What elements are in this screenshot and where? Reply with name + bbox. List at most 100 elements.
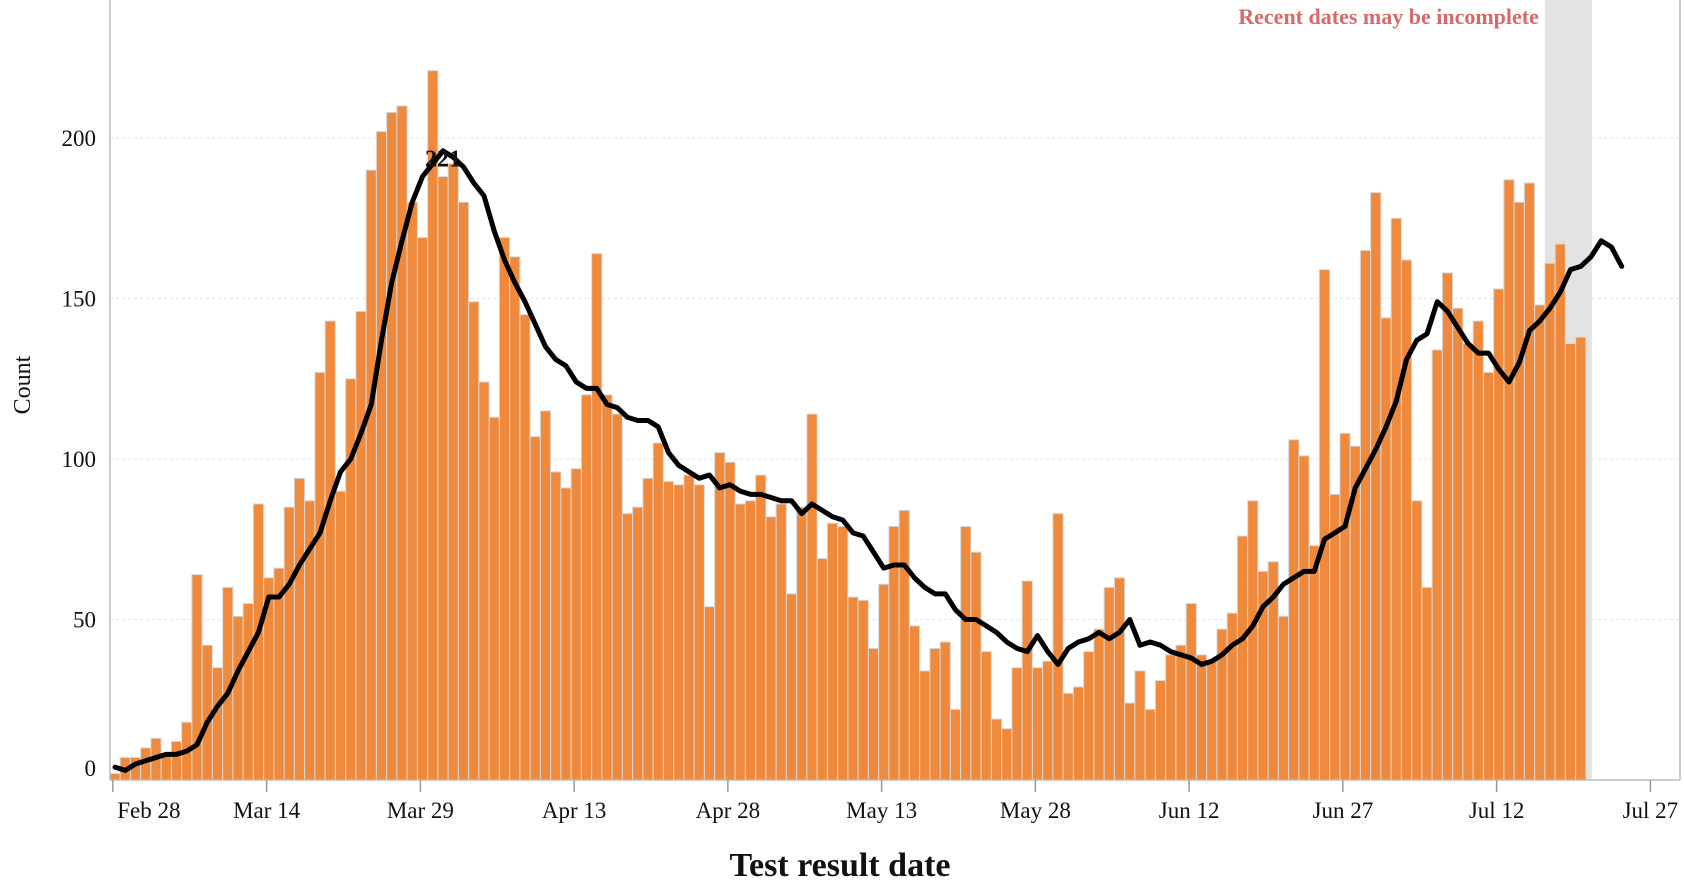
x-tick-label-10: Jul 27 (1623, 798, 1679, 823)
bar-30 (416, 237, 429, 781)
bar-18 (293, 477, 306, 781)
x-tick-label-4: Apr 28 (696, 798, 761, 823)
bar-78 (908, 625, 921, 781)
bar-21 (324, 320, 336, 781)
x-tick-label-2: Mar 29 (387, 798, 454, 823)
bar-38 (498, 237, 511, 781)
y-tick-label-200: 200 (62, 126, 97, 151)
bar-66 (785, 593, 798, 781)
bar-136 (1503, 179, 1515, 781)
x-tick-label-6: May 28 (1000, 798, 1071, 823)
bar-55 (673, 484, 685, 781)
bar-123 (1370, 192, 1382, 781)
bar-27 (386, 111, 398, 781)
bar-56 (683, 474, 695, 781)
bar-65 (775, 503, 787, 781)
bar-0 (109, 773, 121, 781)
bar-41 (529, 436, 541, 781)
bar-107 (1206, 660, 1218, 781)
y-tick-label-0: 0 (85, 756, 97, 781)
bar-48 (601, 394, 613, 781)
bar-29 (406, 201, 418, 781)
bar-5 (160, 753, 172, 781)
bar-22 (334, 490, 347, 781)
bar-72 (847, 596, 859, 781)
bar-10 (211, 667, 224, 781)
bar-140 (1544, 262, 1556, 781)
bar-54 (662, 480, 675, 781)
bar-28 (396, 105, 408, 781)
bar-50 (621, 513, 634, 781)
bar-117 (1308, 545, 1320, 781)
x-tick-label-8: Jun 27 (1313, 798, 1374, 823)
bar-77 (898, 509, 910, 781)
y-tick-label-100: 100 (62, 447, 97, 472)
bar-34 (457, 201, 470, 781)
bar-32 (437, 176, 449, 781)
bar-133 (1472, 320, 1484, 781)
bar-58 (703, 606, 716, 781)
bar-105 (1185, 602, 1197, 781)
bar-118 (1318, 269, 1331, 781)
y-tick-labels: 0 50 100 150 200 (62, 126, 97, 781)
bar-127 (1411, 500, 1423, 781)
bar-26 (375, 131, 388, 781)
bar-51 (632, 506, 644, 781)
bar-91 (1042, 660, 1054, 781)
bar-70 (826, 522, 839, 781)
bar-142 (1564, 342, 1577, 781)
bar-89 (1021, 580, 1033, 781)
bar-67 (796, 506, 808, 781)
x-axis-title: Test result date (730, 847, 951, 884)
bar-57 (693, 484, 705, 781)
bar-12 (232, 615, 244, 781)
bar-73 (857, 599, 869, 781)
x-tick-label-7: Jun 12 (1159, 798, 1220, 823)
bar-98 (1113, 577, 1126, 781)
bar-64 (765, 516, 777, 781)
bar-130 (1441, 272, 1454, 781)
bar-62 (744, 500, 757, 781)
bar-99 (1124, 702, 1136, 781)
y-axis-title: Count (10, 355, 36, 414)
bar-23 (345, 378, 357, 781)
bar-120 (1339, 432, 1351, 781)
bar-137 (1513, 201, 1525, 781)
bar-44 (560, 487, 572, 781)
bar-110 (1236, 535, 1249, 781)
bar-24 (355, 310, 367, 781)
bar-97 (1103, 586, 1115, 781)
bar-60 (724, 461, 736, 781)
bar-139 (1534, 304, 1546, 781)
bar-59 (714, 452, 726, 781)
bar-129 (1431, 349, 1443, 781)
bar-122 (1359, 249, 1372, 781)
axes (109, 0, 1681, 781)
bar-53 (652, 442, 664, 781)
x-tick-label-0: Feb 28 (117, 798, 180, 823)
y-tick-label-50: 50 (73, 608, 96, 633)
bar-74 (867, 647, 880, 781)
bar-93 (1062, 692, 1074, 781)
x-tick-label-5: May 13 (846, 798, 917, 823)
bar-131 (1452, 307, 1464, 781)
bar-16 (273, 567, 285, 781)
bar-39 (509, 256, 521, 781)
bar-114 (1277, 615, 1290, 781)
bar-109 (1226, 612, 1238, 781)
bar-103 (1165, 654, 1177, 781)
peak-annotation: 221 (425, 147, 461, 173)
bar-94 (1072, 686, 1085, 781)
bar-20 (314, 371, 326, 781)
x-tick-label-9: Jul 12 (1469, 798, 1525, 823)
bar-81 (939, 641, 951, 781)
x-tick-labels: Feb 28 Mar 14 Mar 29 Apr 13 Apr 28 May 13 May … (112, 780, 1679, 823)
bar-96 (1093, 628, 1105, 781)
incomplete-note: Recent dates may be incomplete (1238, 4, 1539, 29)
bar-102 (1154, 679, 1167, 781)
bar-47 (591, 253, 603, 781)
bar-88 (1011, 667, 1023, 781)
bar-71 (837, 525, 849, 781)
bar-134 (1482, 371, 1495, 781)
